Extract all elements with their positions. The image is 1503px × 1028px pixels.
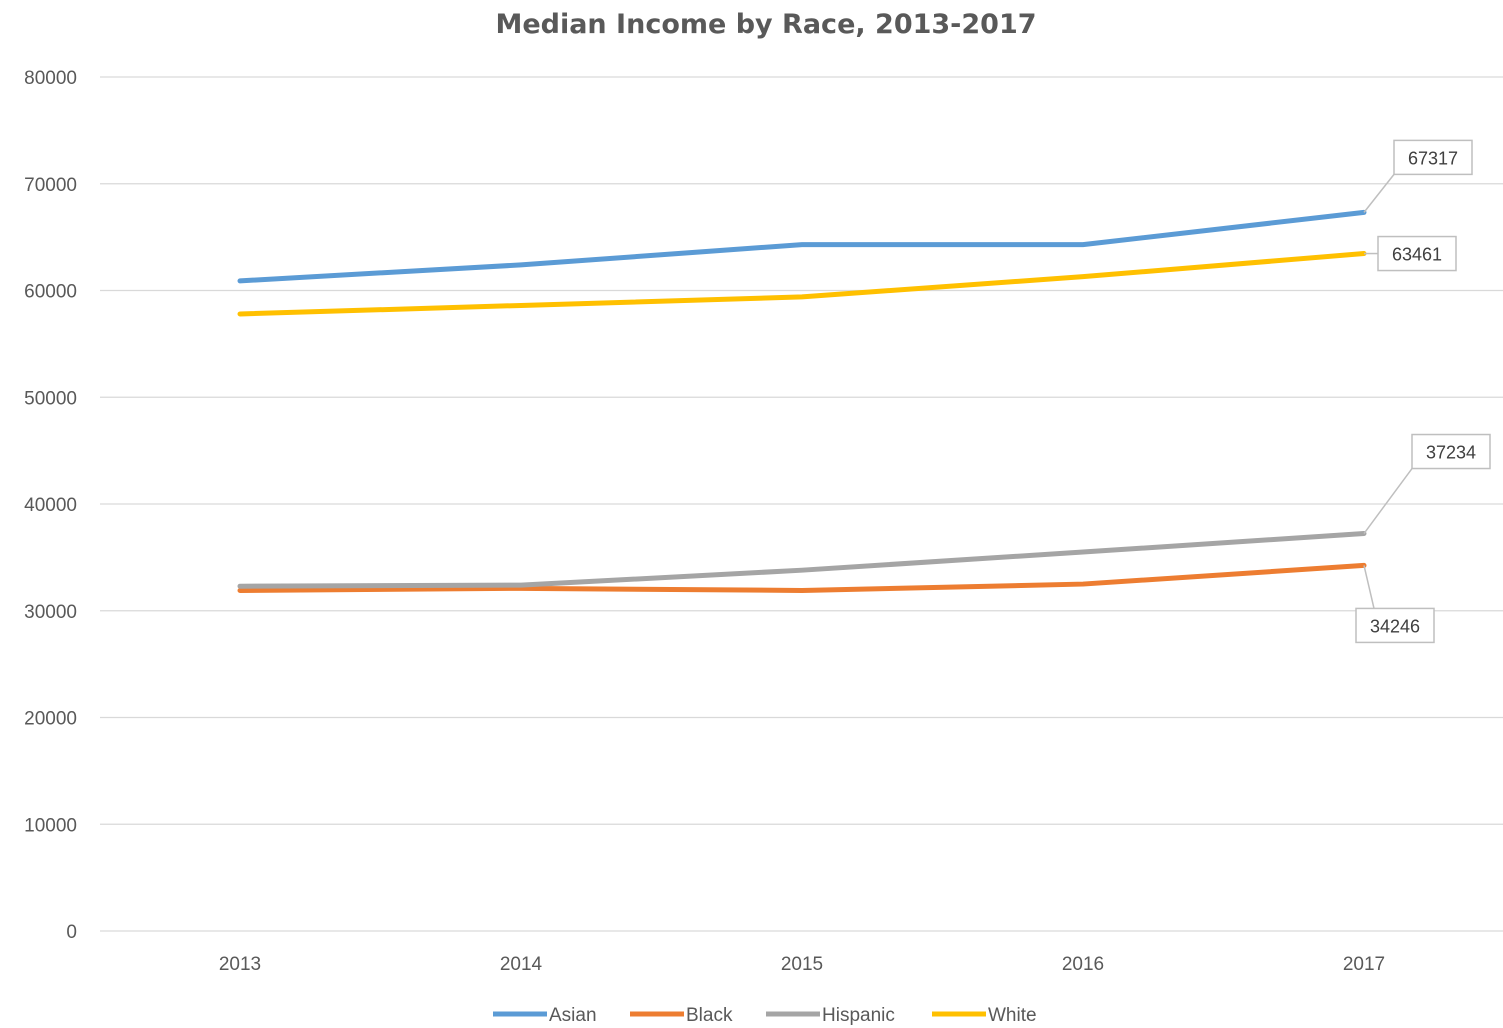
legend-label: White	[988, 1005, 1037, 1026]
data-label-black: 34246	[1355, 565, 1435, 644]
data-label-text: 63461	[1392, 245, 1442, 265]
callout-box	[1393, 139, 1473, 176]
y-tick-label: 70000	[24, 175, 77, 196]
callout-leader-line	[1363, 468, 1413, 534]
legend-item-black: Black	[630, 1005, 733, 1026]
y-tick-label: 50000	[24, 388, 77, 409]
legend-label: Asian	[549, 1005, 597, 1026]
x-axis-ticks: 2013 2014 2015 2016 2017	[219, 954, 1385, 975]
series-lines	[237, 209, 1367, 593]
legend-label: Black	[686, 1005, 733, 1026]
x-tick-label: 2016	[1062, 954, 1104, 975]
chart-title: Median Income by Race, 2013-2017	[495, 9, 1036, 40]
legend-label: Hispanic	[822, 1005, 895, 1026]
callout-leader-line	[1363, 565, 1375, 609]
data-label-text: 34246	[1370, 616, 1420, 636]
callout-box	[1377, 235, 1457, 272]
series-line-black	[237, 562, 1367, 593]
y-axis-ticks: 0 10000 20000 30000 40000 50000 60000 70000 8000…	[24, 68, 77, 943]
data-label-white: 63461	[1364, 235, 1457, 272]
y-tick-label: 10000	[24, 815, 77, 836]
gridlines	[100, 76, 1503, 932]
y-tick-label: 60000	[24, 282, 77, 303]
callout-box	[1411, 433, 1491, 470]
series-line-asian	[237, 209, 1367, 284]
y-tick-label: 40000	[24, 495, 77, 516]
series-line-hispanic	[237, 531, 1367, 589]
x-tick-label: 2014	[500, 954, 543, 975]
legend-item-hispanic: Hispanic	[766, 1005, 895, 1026]
y-tick-label: 20000	[24, 709, 77, 730]
data-label-text: 67317	[1408, 148, 1458, 168]
legend-item-asian: Asian	[493, 1005, 597, 1026]
x-tick-label: 2015	[781, 954, 823, 975]
callout-box	[1355, 607, 1435, 644]
data-label-text: 37234	[1426, 443, 1476, 463]
x-tick-label: 2013	[219, 954, 261, 975]
x-tick-label: 2017	[1343, 954, 1385, 975]
y-tick-label: 30000	[24, 602, 77, 623]
data-label-callouts: 67317 63461 37234 34246	[1355, 139, 1491, 644]
data-label-asian: 67317	[1363, 139, 1473, 213]
y-tick-label: 0	[66, 922, 77, 943]
series-line-white	[237, 251, 1367, 317]
data-label-hispanic: 37234	[1363, 433, 1491, 534]
legend: Asian Black Hispanic White	[493, 1005, 1037, 1026]
callout-leader-line	[1363, 173, 1395, 213]
legend-item-white: White	[932, 1005, 1037, 1026]
y-tick-label: 80000	[24, 68, 77, 89]
